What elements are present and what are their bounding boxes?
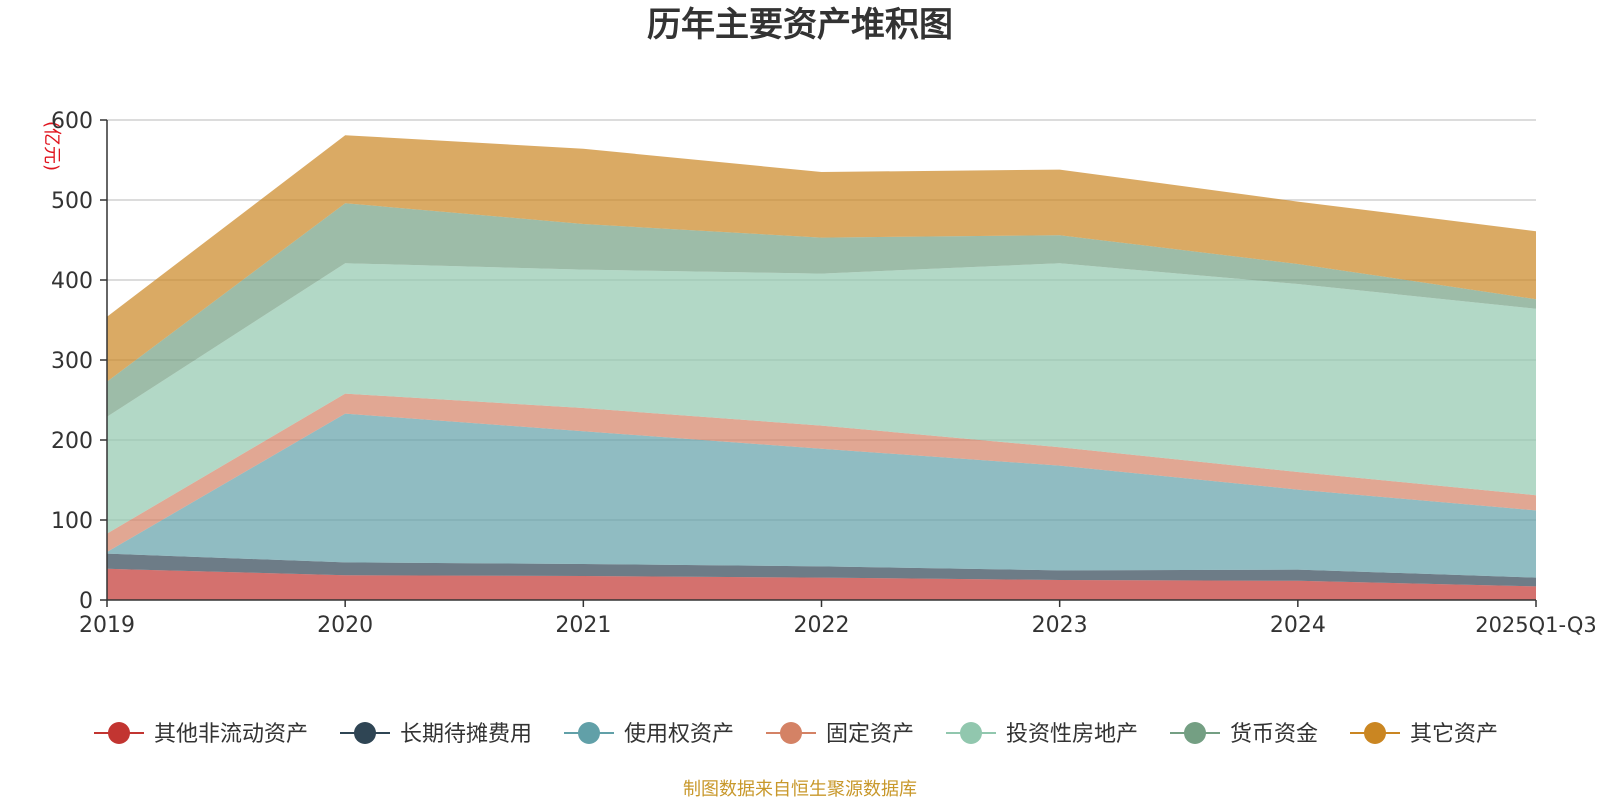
legend-item-3[interactable]: 固定资产: [766, 722, 914, 747]
x-tick-label: 2020: [317, 613, 373, 638]
y-tick-label: 400: [51, 269, 93, 294]
area-series-0: [107, 568, 1536, 600]
legend-marker-icon: [1364, 722, 1386, 744]
legend-item-0[interactable]: 其他非流动资产: [94, 722, 308, 747]
legend-label: 其他非流动资产: [154, 722, 308, 747]
legend-marker-icon: [578, 722, 600, 744]
x-tick-label: 2023: [1032, 613, 1088, 638]
legend-item-1[interactable]: 长期待摊费用: [340, 722, 532, 747]
legend-item-5[interactable]: 货币资金: [1170, 722, 1318, 747]
legend-marker-icon: [960, 722, 982, 744]
legend-label: 长期待摊费用: [400, 722, 532, 747]
y-tick-labels: 0 100 200 300 400 500 600: [51, 109, 93, 614]
y-tick-label: 100: [51, 509, 93, 534]
legend-marker-icon: [780, 722, 802, 744]
legend-label: 使用权资产: [624, 722, 734, 747]
legend-item-6[interactable]: 其它资产: [1350, 722, 1498, 747]
area-series-4: [107, 263, 1536, 534]
area-series-3: [107, 393, 1536, 552]
area-series-1: [107, 553, 1536, 587]
x-tick-label: 2022: [794, 613, 850, 638]
area-series-6: [107, 135, 1536, 382]
y-tick-label: 200: [51, 429, 93, 454]
area-series-5: [107, 203, 1536, 417]
legend-marker-icon: [1184, 722, 1206, 744]
y-tick-label: 300: [51, 349, 93, 374]
x-tick-label: 2021: [555, 613, 611, 638]
legend-label: 投资性房地产: [1006, 722, 1138, 747]
legend-item-4[interactable]: 投资性房地产: [946, 722, 1138, 747]
y-tick-label: 600: [51, 109, 93, 134]
area-series-2: [107, 413, 1536, 578]
series-areas: [107, 135, 1536, 600]
y-tick-label: 0: [79, 589, 93, 614]
x-tick-label: 2025Q1-Q3: [1475, 613, 1597, 637]
legend-item-2[interactable]: 使用权资产: [564, 722, 734, 747]
x-tick-labels: 2019 2020 2021 2022 2023 2024 2025Q1-Q3: [79, 600, 1597, 638]
chart-title: 历年主要资产堆积图: [647, 5, 953, 45]
legend-label: 固定资产: [826, 722, 914, 747]
y-axis-unit: (亿元): [41, 121, 62, 171]
legend-label: 其它资产: [1410, 722, 1498, 747]
legend-marker-icon: [354, 722, 376, 744]
x-tick-label: 2024: [1270, 613, 1326, 638]
legend-marker-icon: [108, 722, 130, 744]
data-source-footer: 制图数据来自恒生聚源数据库: [683, 779, 917, 800]
y-tick-label: 500: [51, 189, 93, 214]
x-tick-label: 2019: [79, 613, 135, 638]
legend-label: 货币资金: [1230, 722, 1318, 747]
legend: 其他非流动资产 长期待摊费用 使用权资产 固定资产 投资性房地产 货币资金 其它资产: [94, 722, 1498, 747]
